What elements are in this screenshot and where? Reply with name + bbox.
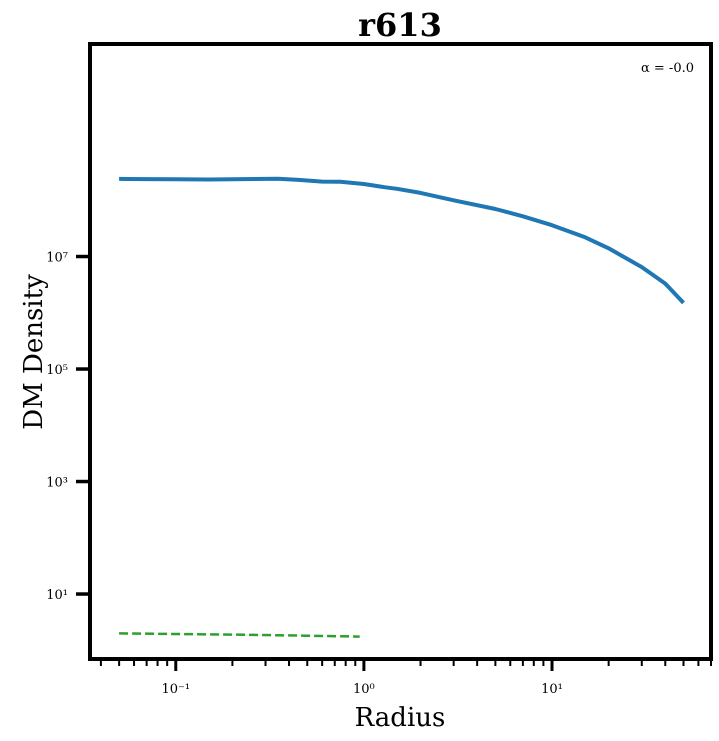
y-tick-label: 10³ [46, 476, 68, 491]
series-line-2 [119, 632, 360, 638]
series-layer [119, 176, 685, 638]
x-tick-label: 10¹ [541, 682, 563, 697]
series-line-1 [119, 176, 685, 305]
x-axis-label: Radius [355, 703, 446, 733]
y-tick-label: 10⁵ [46, 363, 68, 378]
alpha-annotation: α = -0.0 [641, 61, 694, 76]
y-tick-label: 10¹ [46, 588, 68, 603]
plot-frame [88, 42, 713, 661]
y-axis-label: DM Density [19, 274, 49, 430]
x-tick-label: 10⁰ [353, 682, 375, 697]
ticks-layer: 10⁻¹ 10⁰ 10¹ 10¹ 10³ 10⁵ 10⁷ [46, 251, 712, 697]
chart-title: r613 [358, 6, 442, 44]
x-tick-label: 10⁻¹ [161, 682, 190, 697]
y-tick-label: 10⁷ [46, 251, 68, 266]
